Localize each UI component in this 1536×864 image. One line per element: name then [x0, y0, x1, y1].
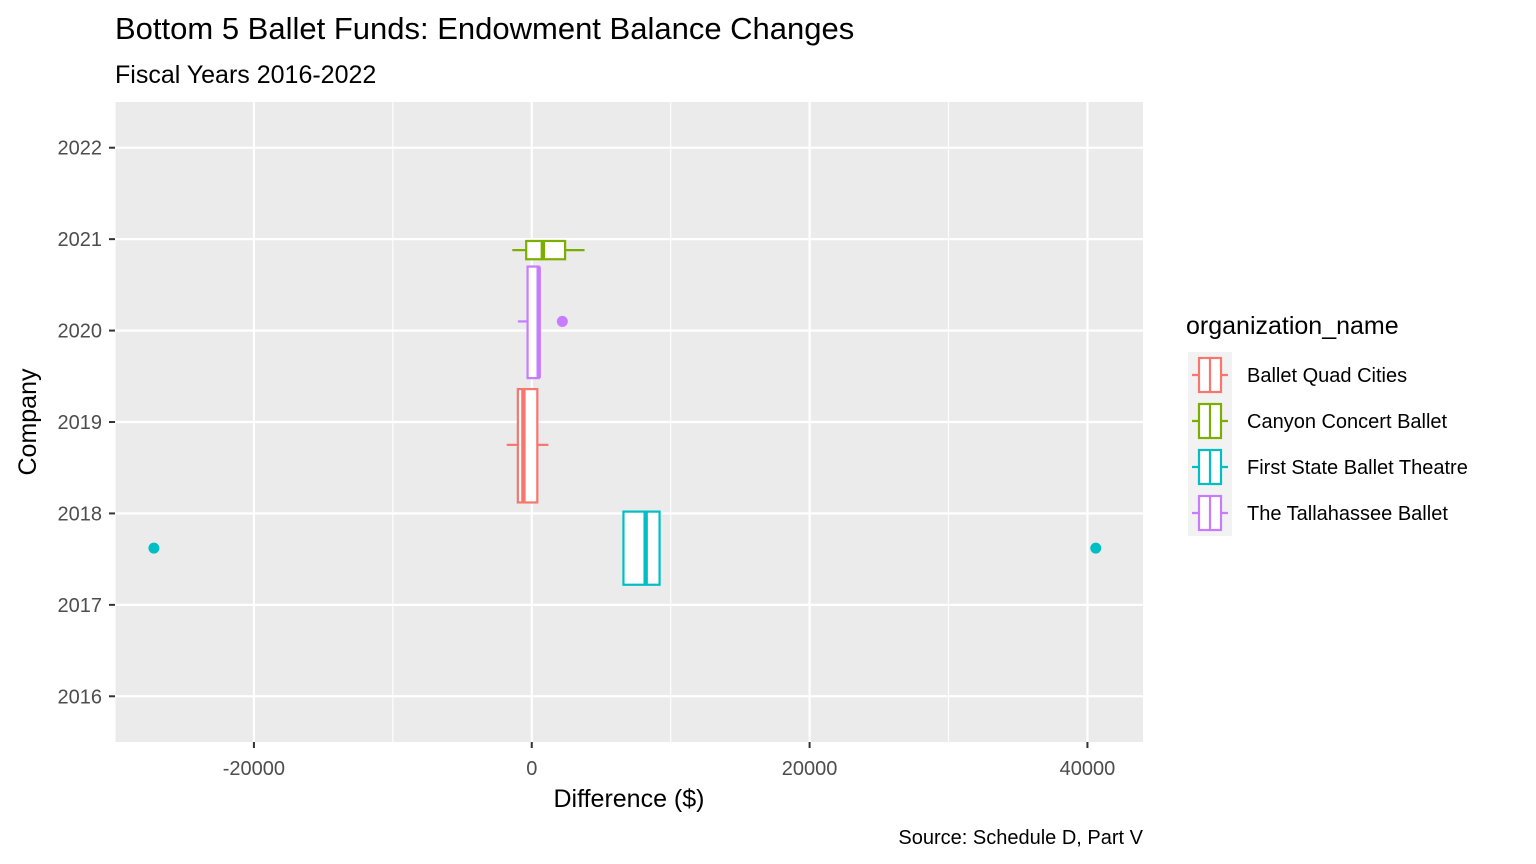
- x-tick-label: -20000: [223, 758, 285, 780]
- outlier-point: [148, 542, 160, 554]
- y-tick-label: 2017: [58, 595, 103, 617]
- x-axis-label: Difference ($): [554, 785, 705, 813]
- legend-item: Ballet Quad Cities: [1188, 352, 1407, 398]
- boxplot-canyon-concert-ballet: [512, 239, 585, 261]
- boxplot-first-state-ballet-theatre: [148, 510, 1102, 586]
- y-tick-label: 2018: [58, 503, 103, 525]
- legend-entry-label: The Tallahassee Ballet: [1247, 503, 1448, 525]
- box: [525, 239, 567, 261]
- chart-caption: Source: Schedule D, Part V: [898, 827, 1143, 849]
- legend-title: organization_name: [1186, 312, 1399, 340]
- chart-title: Bottom 5 Ballet Funds: Endowment Balance…: [115, 11, 854, 46]
- boxplot-ballet-quad-cities: [506, 387, 549, 504]
- y-tick-label: 2019: [58, 412, 103, 434]
- legend-item: Canyon Concert Ballet: [1188, 398, 1448, 444]
- y-tick-label: 2020: [58, 321, 103, 343]
- box: [516, 387, 539, 504]
- boxplot-the-tallahassee-ballet: [517, 265, 568, 380]
- x-tick-label: 40000: [1060, 758, 1116, 780]
- outlier-point: [1090, 542, 1102, 554]
- x-tick-label: 0: [526, 758, 537, 780]
- legend: organization_name Ballet Quad Cities Cany…: [1186, 312, 1468, 536]
- y-tick-label: 2021: [58, 229, 103, 251]
- chart-subtitle: Fiscal Years 2016-2022: [115, 61, 376, 89]
- y-axis-label: Company: [14, 368, 42, 475]
- legend-entry-label: Ballet Quad Cities: [1247, 365, 1407, 387]
- box: [622, 510, 661, 586]
- x-tick-label: 20000: [782, 758, 838, 780]
- outlier-point: [556, 315, 568, 327]
- y-tick-label: 2016: [58, 686, 103, 708]
- legend-item: First State Ballet Theatre: [1188, 444, 1468, 490]
- legend-item: The Tallahassee Ballet: [1188, 490, 1448, 536]
- legend-entry-label: Canyon Concert Ballet: [1247, 411, 1448, 433]
- legend-entry-label: First State Ballet Theatre: [1247, 457, 1468, 479]
- y-tick-label: 2022: [58, 138, 103, 160]
